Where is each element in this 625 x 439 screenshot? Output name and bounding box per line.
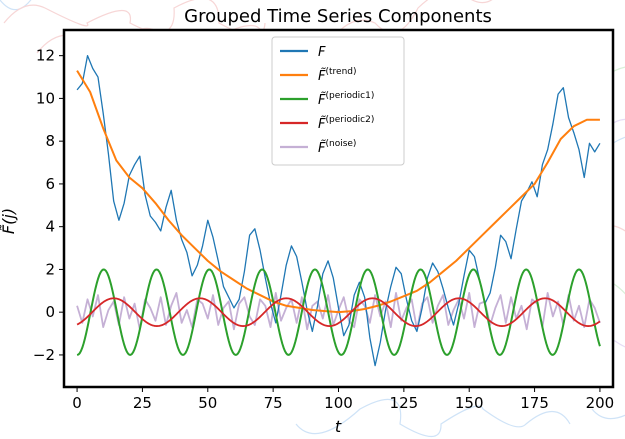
x-axis-ticks: 0 25 50 75 100 125 150 175 200 [72,387,614,412]
x-tick-label: 25 [133,394,152,412]
x-tick-label: 150 [455,394,484,412]
legend-label: F̃(trend) [318,67,357,84]
y-tick-label: 2 [45,260,55,278]
y-tick-label: 8 [45,132,55,150]
series-line-trend [76,70,600,314]
x-tick-label: 175 [520,394,549,412]
legend-label: F̃(periodic1) [318,91,374,108]
x-tick-label: 100 [324,394,353,412]
x-tick-label: 50 [198,394,217,412]
x-tick-label: 125 [390,394,419,412]
doodle-stroke [554,337,625,357]
doodle-stroke [332,0,493,39]
x-axis-label: t [335,417,342,436]
doodle-stroke [295,398,571,438]
legend-box [271,36,405,166]
y-tick-label: 6 [45,175,55,193]
y-tick-label: 0 [45,303,55,321]
series-line-periodic2 [76,297,601,327]
legend-label: F̃(periodic2) [318,115,374,132]
legend: F F̃(trend) F̃(periodic1) F̃(periodic2) F̃(n… [271,36,405,166]
y-tick-label: 4 [45,218,55,236]
legend-label: F̃(noise) [318,139,356,156]
y-axis-ticks: −2 0 2 4 6 8 10 12 [33,47,64,364]
series-line-periodic1 [76,268,601,356]
doodle-stroke [3,0,266,36]
y-tick-label: −2 [33,346,55,364]
x-tick-label: 0 [72,394,82,412]
y-axis-label: F̃(j) [0,208,18,234]
x-tick-label: 75 [264,394,283,412]
y-tick-label: 12 [36,47,55,65]
x-tick-label: 200 [586,394,615,412]
y-tick-label: 10 [36,89,55,107]
legend-label: F [318,45,326,60]
chart-title: Grouped Time Series Components [184,6,492,27]
series-layer [76,55,601,367]
